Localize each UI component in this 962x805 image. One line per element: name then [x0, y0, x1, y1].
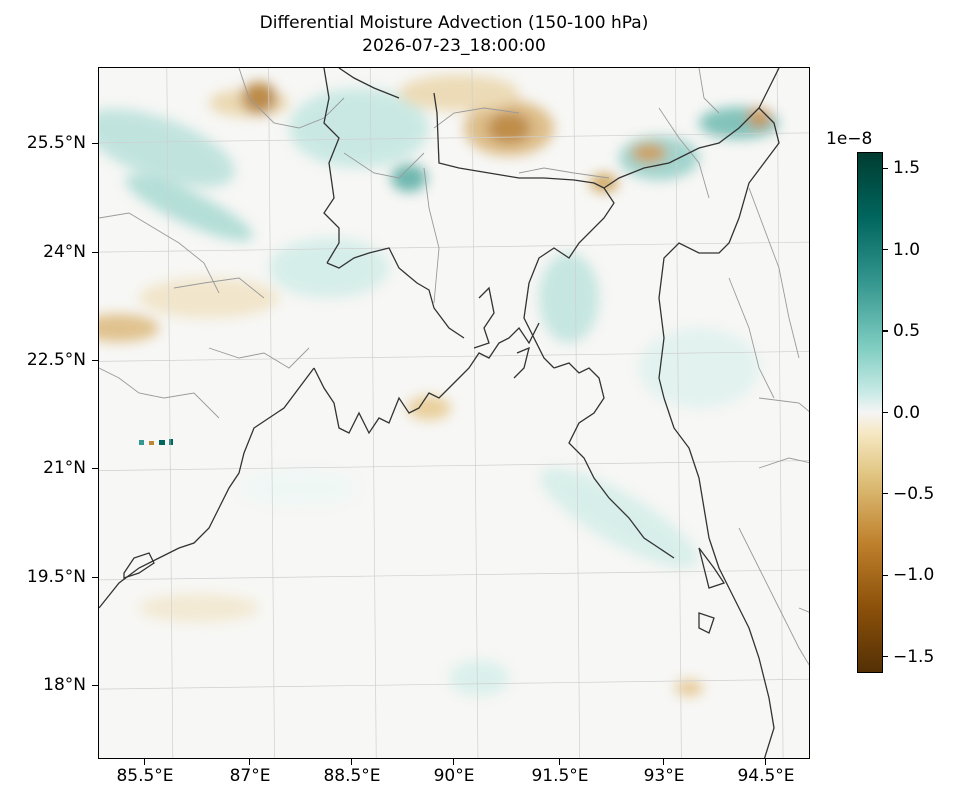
colorbar-tick-label: 0.5	[893, 321, 921, 342]
colorbar-tick-label: 1.0	[893, 239, 921, 260]
colorbar-tick-label: −0.5	[893, 483, 935, 504]
parallel-line	[99, 460, 809, 471]
lat-tick-18	[92, 685, 98, 687]
meridian-line	[369, 68, 377, 758]
colorbar-tick-label: −1.0	[893, 565, 935, 586]
lon-label-85-5: 85.5°E	[116, 766, 174, 786]
colorbar-exponent: 1e−8	[826, 129, 873, 149]
lon-tick-87	[249, 759, 251, 765]
coastline	[99, 68, 780, 758]
lat-label-22-5: 22.5°N	[26, 350, 86, 370]
map-panel	[98, 67, 810, 759]
meridian-line	[573, 68, 580, 758]
colorbar	[857, 152, 883, 673]
lat-tick-19-5	[92, 577, 98, 579]
colorbar-tick-mark	[883, 167, 888, 169]
lon-tick-88-5	[351, 759, 353, 765]
colorbar-tick-label: 0.0	[893, 402, 921, 423]
parallel-line	[99, 241, 809, 253]
meridian-line	[268, 68, 275, 758]
lat-label-25-5: 25.5°N	[26, 133, 86, 153]
colorbar-tick-mark	[883, 493, 888, 495]
parallel-line	[99, 678, 809, 690]
storm-pixels	[139, 439, 173, 445]
colorbar-tick-mark	[883, 411, 888, 414]
colorbar-tick-mark	[883, 656, 888, 658]
map-title: Differential Moisture Advection (150-100…	[259, 13, 649, 33]
lon-label-91-5: 91.5°E	[531, 766, 589, 786]
parallel-line	[99, 132, 809, 144]
lat-label-24: 24°N	[43, 242, 86, 262]
lat-tick-25-5	[92, 143, 98, 145]
lat-label-21: 21°N	[43, 458, 86, 478]
meridian-line	[776, 68, 784, 758]
meridian-line	[471, 68, 479, 758]
lon-label-93: 93°E	[643, 766, 685, 786]
lon-label-90: 90°E	[433, 766, 475, 786]
lon-tick-85-5	[144, 759, 146, 765]
parallel-line	[99, 351, 809, 362]
lon-label-88-5: 88.5°E	[323, 766, 381, 786]
admin-borders	[99, 68, 809, 666]
lat-tick-22-5	[92, 360, 98, 362]
colorbar-tick-mark	[883, 574, 888, 576]
map-canvas	[99, 68, 809, 758]
lon-label-94-5: 94.5°E	[737, 766, 795, 786]
colorbar-tick-label: 1.5	[893, 158, 921, 179]
map-timestamp: 2026-07-23_18:00:00	[362, 36, 546, 56]
lon-tick-94-5	[765, 759, 767, 765]
lon-tick-93	[663, 759, 665, 765]
meridian-line	[675, 68, 682, 758]
lon-tick-91-5	[559, 759, 561, 765]
lon-tick-90	[453, 759, 455, 765]
colorbar-tick-mark	[883, 249, 888, 251]
graticule	[99, 68, 809, 758]
parallel-line	[99, 569, 809, 581]
lat-label-19-5: 19.5°N	[26, 567, 86, 587]
meridian-line	[166, 68, 174, 758]
lat-label-18: 18°N	[43, 675, 86, 695]
colorbar-tick-label: −1.5	[893, 646, 935, 667]
lat-tick-21	[92, 468, 98, 470]
lat-tick-24	[92, 252, 98, 254]
colorbar-tick-mark	[883, 330, 888, 332]
lon-label-87: 87°E	[229, 766, 271, 786]
moisture-field	[99, 75, 779, 696]
